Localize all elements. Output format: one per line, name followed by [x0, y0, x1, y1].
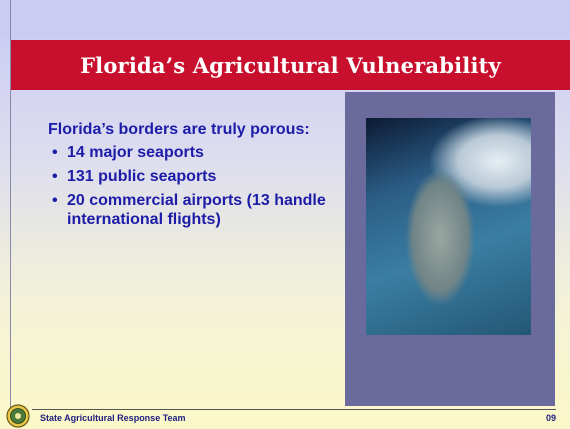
slide-title: Florida’s Agricultural Vulnerability	[80, 52, 501, 78]
satellite-photo	[366, 118, 531, 335]
seal-icon	[6, 404, 30, 428]
page-number: 09	[545, 413, 556, 423]
intro: Florida’s borders are truly porous:	[48, 121, 310, 138]
title-bar: Florida’s Agricultural Vulnerability	[11, 40, 570, 90]
left-rule	[10, 0, 11, 409]
footer-organization: State Agricultural Response Team	[40, 413, 186, 423]
bullet-list: 14 major seaports 131 public seaports 20…	[48, 143, 338, 229]
bullet: 131 public seaports	[48, 167, 338, 186]
bullet: 20 commercial airports (13 handle intern…	[48, 191, 338, 229]
footer-rule	[32, 409, 556, 410]
body-text: Florida’s borders are truly porous: 14 m…	[48, 120, 338, 234]
bullet: 14 major seaports	[48, 143, 338, 162]
top-band	[0, 0, 570, 38]
